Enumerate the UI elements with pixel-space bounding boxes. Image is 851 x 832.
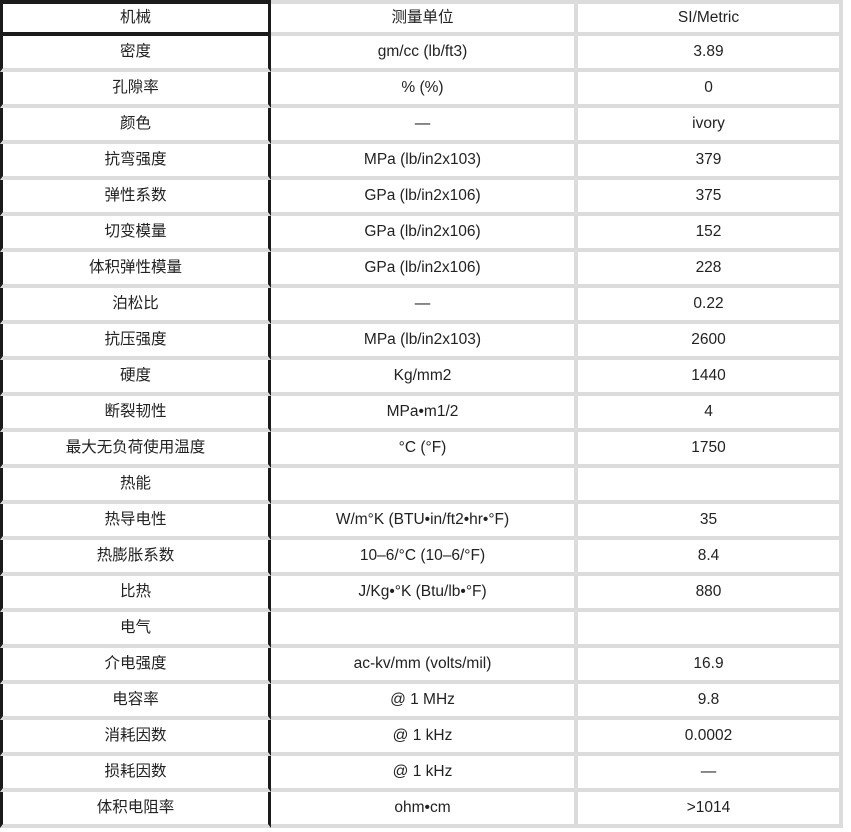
section-label-cell: 电气 bbox=[0, 612, 271, 648]
unit-cell bbox=[271, 612, 578, 648]
value-cell: 16.9 bbox=[578, 648, 843, 684]
unit-cell: MPa (lb/in2x103) bbox=[271, 324, 578, 360]
column-header-value: SI/Metric bbox=[578, 0, 843, 36]
unit-cell bbox=[271, 468, 578, 504]
table-row: 比热 J/Kg•°K (Btu/lb•°F) 880 bbox=[0, 576, 843, 612]
column-header-property: 机械 bbox=[0, 0, 271, 36]
table-row: 密度 gm/cc (lb/ft3) 3.89 bbox=[0, 36, 843, 72]
unit-cell: GPa (lb/in2x106) bbox=[271, 252, 578, 288]
property-name-cell: 抗弯强度 bbox=[0, 144, 271, 180]
table-row: 电容率 @ 1 MHz 9.8 bbox=[0, 684, 843, 720]
value-cell: 9.8 bbox=[578, 684, 843, 720]
value-cell: 3.89 bbox=[578, 36, 843, 72]
unit-cell: MPa (lb/in2x103) bbox=[271, 144, 578, 180]
property-name-cell: 热膨胀系数 bbox=[0, 540, 271, 576]
value-cell: 0.22 bbox=[578, 288, 843, 324]
table-row: 硬度 Kg/mm2 1440 bbox=[0, 360, 843, 396]
value-cell: 4 bbox=[578, 396, 843, 432]
value-cell: 880 bbox=[578, 576, 843, 612]
unit-cell: °C (°F) bbox=[271, 432, 578, 468]
unit-cell: W/m°K (BTU•in/ft2•hr•°F) bbox=[271, 504, 578, 540]
table-row: 热导电性 W/m°K (BTU•in/ft2•hr•°F) 35 bbox=[0, 504, 843, 540]
value-cell: 375 bbox=[578, 180, 843, 216]
value-cell: — bbox=[578, 756, 843, 792]
value-cell: 0 bbox=[578, 72, 843, 108]
table-row: 抗弯强度 MPa (lb/in2x103) 379 bbox=[0, 144, 843, 180]
property-name-cell: 硬度 bbox=[0, 360, 271, 396]
table-row: 热能 bbox=[0, 468, 843, 504]
value-cell: 379 bbox=[578, 144, 843, 180]
property-name-cell: 孔隙率 bbox=[0, 72, 271, 108]
unit-cell: — bbox=[271, 288, 578, 324]
unit-cell: MPa•m1/2 bbox=[271, 396, 578, 432]
table-header: 机械 测量单位 SI/Metric bbox=[0, 0, 843, 36]
table-row: 孔隙率% (%) 0 bbox=[0, 72, 843, 108]
unit-cell: % (%) bbox=[271, 72, 578, 108]
unit-cell: J/Kg•°K (Btu/lb•°F) bbox=[271, 576, 578, 612]
table-row: 断裂韧性 MPa•m1/2 4 bbox=[0, 396, 843, 432]
table-header-row: 机械 测量单位 SI/Metric bbox=[0, 0, 843, 36]
table-body: 密度 gm/cc (lb/ft3) 3.89 孔隙率% (%) 0 颜色 — ivory 抗弯强… bbox=[0, 36, 843, 828]
column-header-unit: 测量单位 bbox=[271, 0, 578, 36]
property-name-cell: 切变模量 bbox=[0, 216, 271, 252]
unit-cell: gm/cc (lb/ft3) bbox=[271, 36, 578, 72]
property-name-cell: 弹性系数 bbox=[0, 180, 271, 216]
property-name-cell: 比热 bbox=[0, 576, 271, 612]
table-row: 介电强度 ac-kv/mm (volts/mil) 16.9 bbox=[0, 648, 843, 684]
property-name-cell: 抗压强度 bbox=[0, 324, 271, 360]
unit-cell: GPa (lb/in2x106) bbox=[271, 180, 578, 216]
unit-cell: @ 1 kHz bbox=[271, 756, 578, 792]
property-name-cell: 泊松比 bbox=[0, 288, 271, 324]
value-cell: 0.0002 bbox=[578, 720, 843, 756]
table-row: 体积弹性模量 GPa (lb/in2x106) 228 bbox=[0, 252, 843, 288]
value-cell: 228 bbox=[578, 252, 843, 288]
table-row: 体积电阻率 ohm•cm >1014 bbox=[0, 792, 843, 828]
section-label-cell: 热能 bbox=[0, 468, 271, 504]
table-row: 弹性系数 GPa (lb/in2x106) 375 bbox=[0, 180, 843, 216]
unit-cell: ohm•cm bbox=[271, 792, 578, 828]
property-name-cell: 颜色 bbox=[0, 108, 271, 144]
value-cell: 152 bbox=[578, 216, 843, 252]
value-cell: 2600 bbox=[578, 324, 843, 360]
property-name-cell: 热导电性 bbox=[0, 504, 271, 540]
unit-cell: GPa (lb/in2x106) bbox=[271, 216, 578, 252]
unit-cell: ac-kv/mm (volts/mil) bbox=[271, 648, 578, 684]
value-cell: >1014 bbox=[578, 792, 843, 828]
property-name-cell: 密度 bbox=[0, 36, 271, 72]
value-cell: 35 bbox=[578, 504, 843, 540]
table-row: 热膨胀系数 10–6/°C (10–6/°F) 8.4 bbox=[0, 540, 843, 576]
value-cell: 1440 bbox=[578, 360, 843, 396]
property-name-cell: 消耗因数 bbox=[0, 720, 271, 756]
table-row: 电气 bbox=[0, 612, 843, 648]
property-name-cell: 损耗因数 bbox=[0, 756, 271, 792]
value-cell: 8.4 bbox=[578, 540, 843, 576]
value-cell bbox=[578, 612, 843, 648]
value-cell: ivory bbox=[578, 108, 843, 144]
unit-cell: 10–6/°C (10–6/°F) bbox=[271, 540, 578, 576]
unit-cell: Kg/mm2 bbox=[271, 360, 578, 396]
property-name-cell: 介电强度 bbox=[0, 648, 271, 684]
unit-cell: @ 1 MHz bbox=[271, 684, 578, 720]
property-name-cell: 最大无负荷使用温度 bbox=[0, 432, 271, 468]
value-cell bbox=[578, 468, 843, 504]
property-name-cell: 断裂韧性 bbox=[0, 396, 271, 432]
table-row: 泊松比 —0.22 bbox=[0, 288, 843, 324]
unit-cell: @ 1 kHz bbox=[271, 720, 578, 756]
table-row: 最大无负荷使用温度 °C (°F) 1750 bbox=[0, 432, 843, 468]
unit-cell: — bbox=[271, 108, 578, 144]
property-name-cell: 电容率 bbox=[0, 684, 271, 720]
value-cell: 1750 bbox=[578, 432, 843, 468]
table-row: 损耗因数 @ 1 kHz — bbox=[0, 756, 843, 792]
table-row: 颜色 — ivory bbox=[0, 108, 843, 144]
property-name-cell: 体积弹性模量 bbox=[0, 252, 271, 288]
table-row: 消耗因数 @ 1 kHz 0.0002 bbox=[0, 720, 843, 756]
property-name-cell: 体积电阻率 bbox=[0, 792, 271, 828]
table-row: 切变模量 GPa (lb/in2x106) 152 bbox=[0, 216, 843, 252]
table-row: 抗压强度 MPa (lb/in2x103) 2600 bbox=[0, 324, 843, 360]
